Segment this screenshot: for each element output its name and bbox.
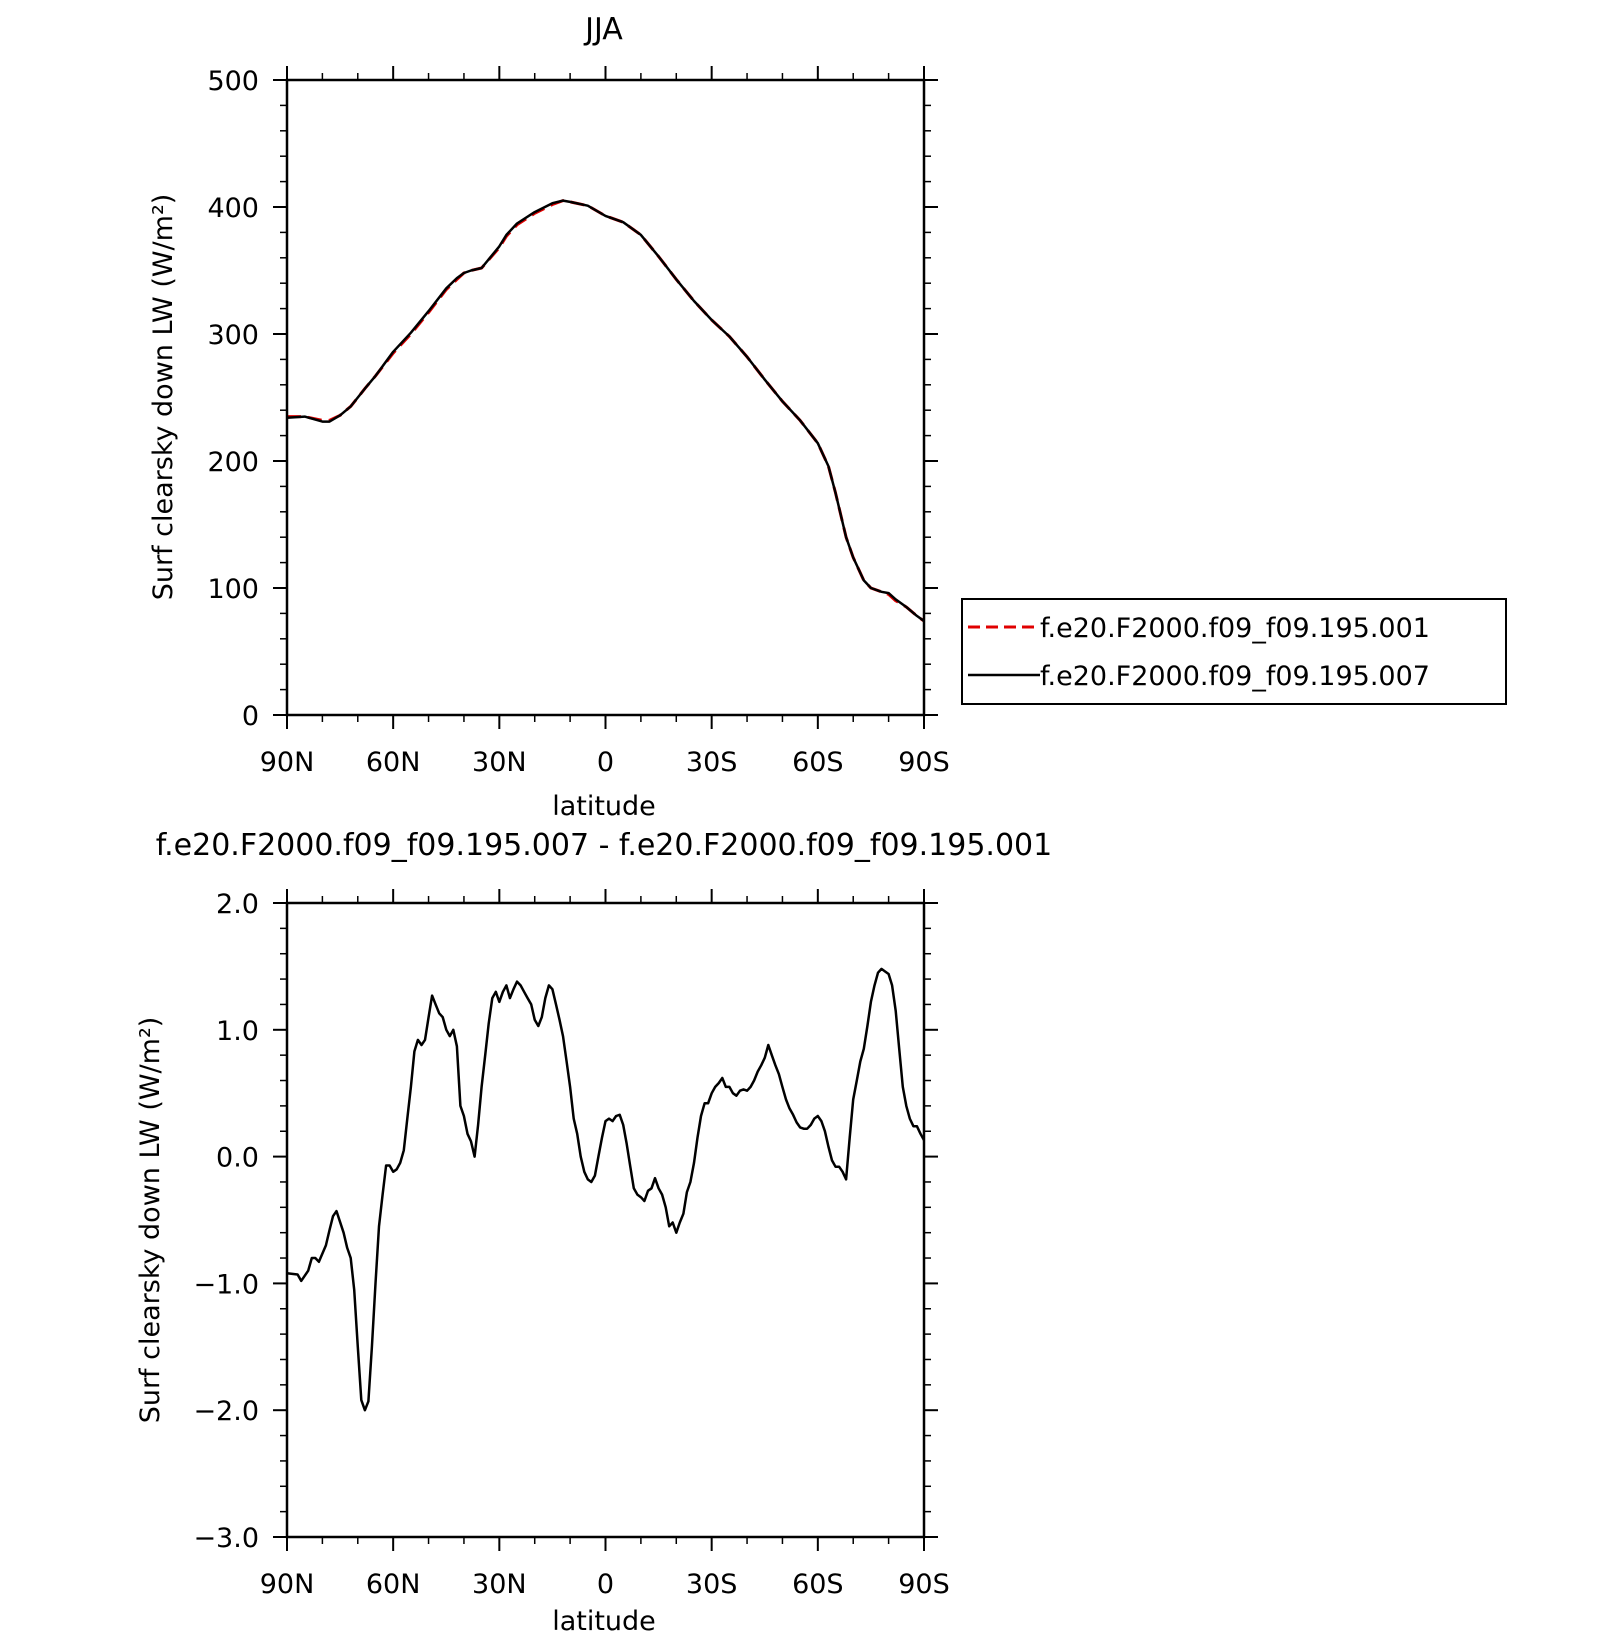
legend-label-series-1: f.e20.F2000.f09_f09.195.001 [1040, 613, 1430, 644]
top-x-tick-label: 30S [686, 747, 738, 778]
top-plot-title: JJA [583, 12, 623, 47]
bottom-y-ticks: −3.0 −2.0 −1.0 0.0 1.0 2.0 [193, 889, 938, 1554]
top-y-tick-label: 400 [207, 193, 259, 224]
bottom-series-lines [286, 967, 926, 1412]
top-y-axis-title: Surf clearsky down LW (W/m²) [148, 194, 179, 601]
top-x-ticks: 90N 60N 30N 0 30S 60S 90S [260, 66, 950, 778]
top-x-tick-label: 90N [260, 747, 315, 778]
bottom-x-axis-title: latitude [552, 1606, 656, 1635]
top-plot-frame [285, 78, 926, 717]
bottom-panel: f.e20.F2000.f09_f09.195.007 - f.e20.F200… [135, 828, 1052, 1635]
top-y-tick-label: 100 [207, 574, 259, 605]
top-x-tick-label: 60N [366, 747, 421, 778]
bottom-y-tick-label: −3.0 [193, 1523, 259, 1554]
bottom-y-axis-title: Surf clearsky down LW (W/m²) [135, 1017, 166, 1424]
bottom-x-tick-label: 90N [260, 1569, 315, 1600]
bottom-plot-title: f.e20.F2000.f09_f09.195.007 - f.e20.F200… [156, 828, 1052, 863]
top-y-tick-label: 300 [207, 320, 259, 351]
top-x-tick-label: 60S [792, 747, 844, 778]
bottom-x-tick-label: 60S [792, 1569, 844, 1600]
top-y-ticks: 0 100 200 300 400 500 [207, 66, 938, 732]
bottom-x-tick-label: 30S [686, 1569, 738, 1600]
bottom-y-tick-label: 2.0 [216, 889, 259, 920]
bottom-y-tick-label: 1.0 [216, 1016, 259, 1047]
top-x-axis-title: latitude [552, 791, 656, 822]
bottom-y-tick-label: −2.0 [193, 1396, 259, 1427]
legend: f.e20.F2000.f09_f09.195.001 f.e20.F2000.… [961, 598, 1507, 705]
bottom-series-line-1 [286, 967, 926, 1412]
top-series-line-1 [287, 199, 925, 623]
top-x-tick-label: 0 [597, 747, 614, 778]
bottom-x-tick-label: 90S [898, 1569, 950, 1600]
bottom-x-tick-label: 0 [597, 1569, 614, 1600]
bottom-y-tick-label: 0.0 [216, 1143, 259, 1174]
bottom-plot-frame [285, 901, 926, 1539]
top-series-line-2 [286, 199, 925, 623]
top-y-tick-label: 0 [242, 701, 259, 732]
top-x-tick-label: 30N [472, 747, 527, 778]
top-panel: JJA 90N 60N 30N 0 30S 60S 90S 0 100 200 300 400 500… [148, 12, 1507, 822]
legend-label-series-2: f.e20.F2000.f09_f09.195.007 [1040, 661, 1430, 692]
top-y-tick-label: 200 [207, 447, 259, 478]
bottom-x-tick-label: 30N [472, 1569, 527, 1600]
bottom-x-ticks: 90N 60N 30N 0 30S 60S 90S [260, 889, 950, 1600]
bottom-x-tick-label: 60N [366, 1569, 421, 1600]
top-y-tick-label: 500 [207, 66, 259, 97]
top-x-tick-label: 90S [898, 747, 950, 778]
top-series-lines [286, 199, 925, 623]
bottom-y-tick-label: −1.0 [193, 1269, 259, 1300]
legend-box [961, 598, 1507, 705]
